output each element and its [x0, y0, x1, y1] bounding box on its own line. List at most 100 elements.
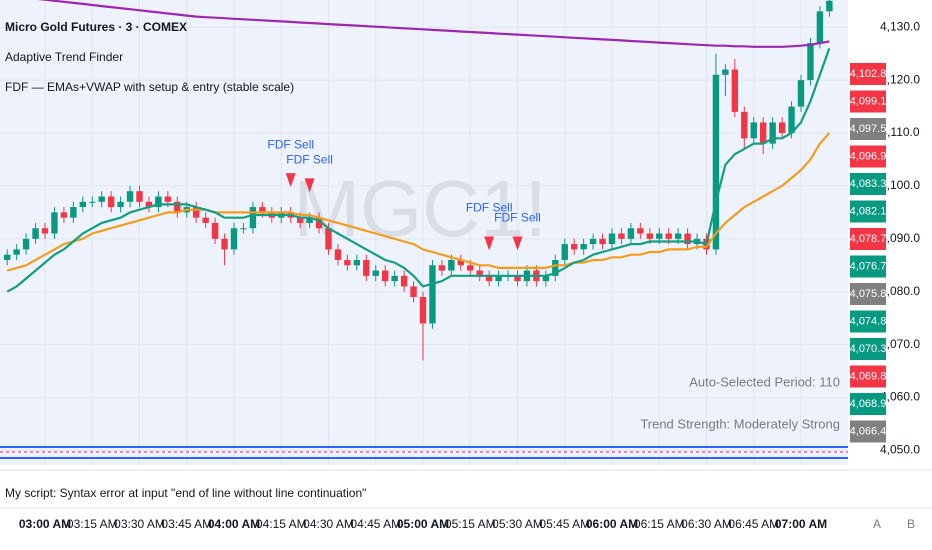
signal-label: FDF Sell [286, 153, 333, 167]
candle-body [769, 122, 776, 144]
candle-body [79, 201, 86, 208]
price-tag [850, 90, 886, 113]
candle-body [306, 217, 313, 223]
sell-marker [512, 236, 523, 251]
price-tag-label: 4,099.1 [850, 95, 887, 107]
x-tick-label: 05:15 AM [445, 517, 496, 531]
sell-marker [304, 178, 315, 193]
x-tick-label: 05:30 AM [492, 517, 543, 531]
price-tag [850, 200, 886, 223]
candle-body [174, 201, 181, 213]
indicator-name: Adaptive Trend Finder [5, 50, 123, 64]
candle-body [788, 106, 795, 134]
candle-body [656, 233, 663, 239]
y-tick-label: 4,120.0 [880, 72, 920, 86]
candle-body [334, 249, 342, 260]
price-tag [850, 145, 886, 168]
candle-body [41, 228, 49, 234]
candle-body [618, 233, 625, 239]
candle-body [807, 43, 814, 81]
candle-body [202, 217, 209, 223]
candle-body [32, 228, 39, 239]
candle-body [741, 111, 748, 139]
symbol-title: Micro Gold Futures · 3 · COMEX [5, 20, 187, 34]
signal-label: FDF Sell [466, 201, 513, 215]
candle-body [580, 244, 587, 250]
candle-body [485, 275, 493, 282]
candle-body [750, 122, 757, 139]
price-tag [850, 393, 886, 415]
candle-body [117, 201, 124, 208]
y-tick-label: 4,100.0 [880, 178, 920, 192]
candle-body [448, 259, 455, 271]
price-tag-label: 4,075.8 [850, 288, 887, 300]
candle-body [778, 122, 786, 134]
price-tag [850, 118, 886, 140]
indicator-line [37, 0, 830, 48]
y-tick-label: 4,110.0 [880, 125, 919, 139]
candle-body [126, 191, 134, 202]
candle-body [712, 74, 720, 250]
candle-body [495, 275, 502, 282]
candle-body [429, 265, 436, 324]
candle-body [826, 0, 833, 12]
x-tick-label: 04:00 AM [208, 517, 260, 531]
price-tag [850, 338, 886, 360]
candle-body [70, 207, 77, 218]
candle-body [665, 233, 672, 239]
price-tag [850, 310, 886, 333]
price-tag-label: 4,078.7 [850, 233, 887, 245]
annotation: Auto-Selected Period: 110 [689, 374, 840, 389]
candle-body [476, 270, 483, 276]
candle-body [722, 69, 729, 75]
price-tag-label: 4,076.7 [850, 260, 887, 272]
price-tag-label: 4,096.9 [850, 150, 887, 162]
candle-body [325, 228, 332, 250]
x-tick-label: 06:00 AM [586, 517, 638, 531]
scale-button[interactable]: A [873, 517, 881, 531]
candle-body [646, 233, 653, 239]
candle-body [89, 201, 96, 203]
price-tag-label: 4,070.3 [850, 343, 887, 355]
x-tick-label: 04:45 AM [350, 517, 401, 531]
sell-marker [285, 173, 296, 188]
candle-body [637, 228, 644, 234]
candle-body [561, 244, 568, 260]
candle-body [514, 275, 521, 282]
sell-marker [484, 236, 495, 251]
price-tag [850, 283, 886, 305]
candle-body [419, 297, 427, 324]
candle-body [22, 238, 30, 250]
indicator-line [6, 48, 831, 293]
candle-body [155, 196, 162, 208]
y-tick-label: 4,060.0 [880, 390, 920, 404]
candle-body [13, 249, 20, 255]
scale-button[interactable]: B [907, 517, 915, 531]
candle-body [816, 11, 824, 44]
candle-body [457, 259, 464, 266]
x-tick-label: 06:15 AM [634, 517, 685, 531]
candle-body [599, 238, 606, 245]
candle-body [571, 244, 578, 250]
price-tag-label: 4,102.8 [850, 68, 887, 80]
price-tag [850, 365, 886, 388]
y-tick-label: 4,130.0 [880, 19, 920, 33]
candle-body [60, 212, 68, 218]
status-message: My script: Syntax error at input "end of… [5, 486, 366, 500]
candle-body [344, 259, 351, 266]
price-tag [850, 63, 886, 85]
signal-label: FDF Sell [494, 211, 541, 225]
candle-body [608, 233, 616, 245]
candle-body [542, 275, 550, 282]
price-tag-label: 4,068.9 [850, 398, 887, 410]
candle-body [230, 228, 238, 250]
price-tag-label: 4,069.8 [850, 370, 887, 382]
signal-label: FDF Sell [267, 137, 314, 151]
y-tick-label: 4,050.0 [880, 443, 920, 457]
candle-body [98, 196, 105, 202]
price-tag-label: 4,074.8 [850, 315, 887, 327]
y-tick-label: 4,080.0 [880, 284, 920, 298]
x-tick-label: 05:45 AM [539, 517, 590, 531]
x-tick-label: 06:30 AM [681, 517, 732, 531]
